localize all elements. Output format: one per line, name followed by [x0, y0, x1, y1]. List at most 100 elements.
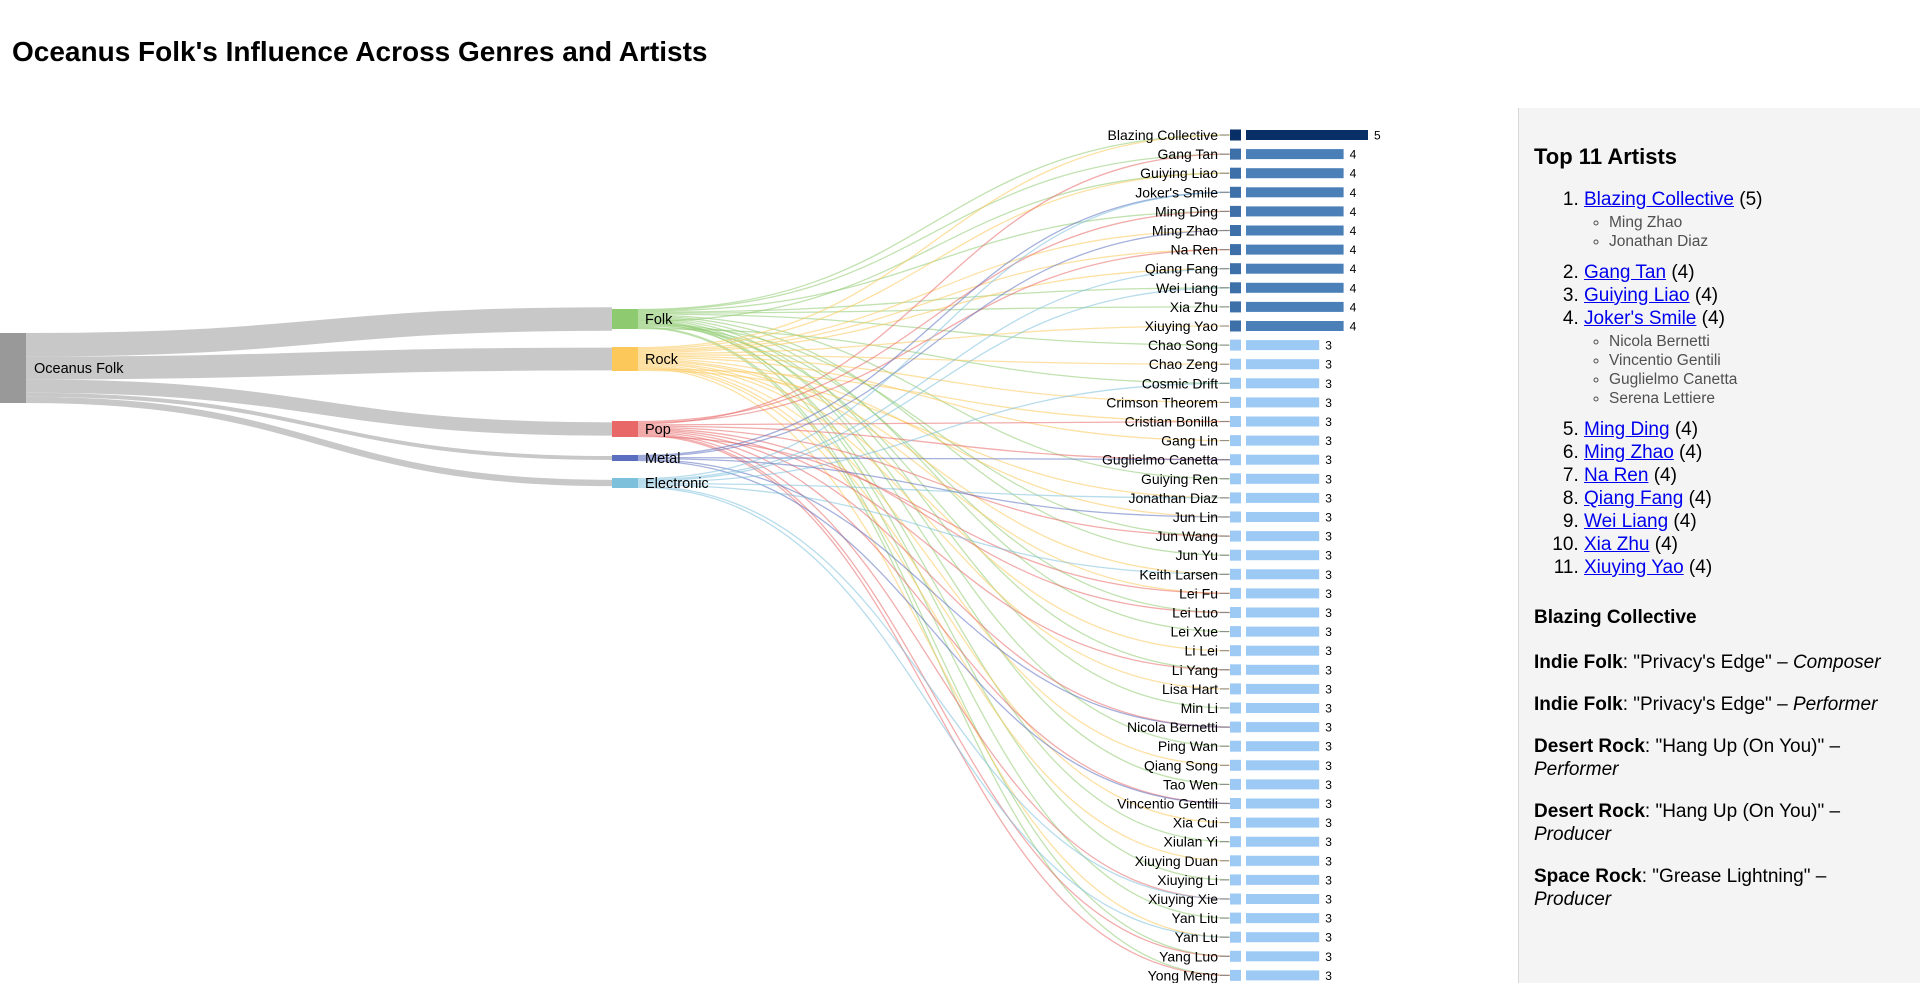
artist-bar-yang-luo	[1246, 951, 1320, 962]
top-artist-count: (5)	[1733, 189, 1763, 210]
artist-value-jun-wang: 3	[1325, 530, 1332, 544]
top-artist-item: Xiuying Yao (4)	[1584, 556, 1904, 579]
artist-bar-blazing-collective	[1246, 130, 1368, 140]
top-artist-count: (4)	[1683, 487, 1712, 509]
top-artist-link-guiying-liao[interactable]: Guiying Liao	[1584, 284, 1690, 306]
genre-label-rock: Rock	[645, 352, 679, 368]
artist-bar-jun-yu	[1246, 550, 1320, 561]
top-artist-count: (4)	[1648, 464, 1677, 486]
artist-bar-lei-xue	[1246, 626, 1320, 637]
artist-node-xiuying-li	[1230, 874, 1241, 886]
artist-label-blazing-collective: Blazing Collective	[1108, 127, 1219, 143]
top-artist-link-blazing-collective[interactable]: Blazing Collective	[1584, 189, 1734, 210]
genre-node-electronic	[612, 478, 638, 488]
artist-value-nicola-bernetti: 3	[1325, 721, 1332, 735]
artist-label-joker-s-smile: Joker's Smile	[1135, 184, 1218, 200]
artist-node-yong-meng	[1230, 969, 1241, 981]
top-artist-link-joker-s-smile[interactable]: Joker's Smile	[1584, 307, 1697, 329]
top-artist-count: (4)	[1649, 533, 1678, 555]
credit-entry: Desert Rock: "Hang Up (On You)" – Produc…	[1534, 800, 1904, 846]
artist-label-cosmic-drift: Cosmic Drift	[1142, 375, 1218, 391]
artist-node-chao-song	[1230, 339, 1241, 351]
artist-node-guiying-ren	[1230, 473, 1241, 485]
artist-bar-na-ren	[1246, 244, 1344, 255]
link-metal-guglielmo-canetta	[637, 456, 1231, 461]
artist-label-li-lei: Li Lei	[1185, 643, 1218, 659]
link-metal-jun-lin	[637, 457, 1231, 518]
artist-value-guiying-liao: 4	[1350, 167, 1357, 181]
artist-node-xiulan-yi	[1230, 836, 1241, 848]
link-metal-joker-s-smile	[637, 191, 1231, 457]
top-artist-item: Joker's Smile (4) Nicola BernettiVincenti…	[1584, 307, 1904, 409]
artist-bar-gang-lin	[1246, 435, 1320, 446]
artist-value-yang-luo: 3	[1325, 950, 1332, 964]
artist-value-keith-larsen: 3	[1325, 568, 1332, 582]
artist-bar-qiang-fang	[1246, 263, 1344, 274]
artist-value-yan-lu: 3	[1325, 931, 1332, 945]
top-artist-link-xia-zhu[interactable]: Xia Zhu	[1584, 533, 1650, 555]
credit-genre: Space Rock	[1534, 865, 1642, 887]
artist-label-yang-luo: Yang Luo	[1159, 948, 1218, 964]
member-list: Nicola BernettiVincentio GentiliGuglielm…	[1584, 332, 1904, 409]
artist-value-joker-s-smile: 4	[1350, 186, 1357, 200]
top-artist-count: (4)	[1696, 307, 1725, 329]
top-artist-item: Ming Ding (4)	[1584, 418, 1904, 441]
top-artist-link-na-ren[interactable]: Na Ren	[1584, 464, 1649, 486]
artist-label-yan-liu: Yan Liu	[1172, 910, 1218, 926]
top-artist-list: Blazing Collective (5)Ming ZhaoJonathan …	[1534, 188, 1904, 579]
top-artist-link-wei-liang[interactable]: Wei Liang	[1584, 510, 1669, 532]
link-source-pop	[25, 379, 613, 436]
top-artist-link-xiuying-yao[interactable]: Xiuying Yao	[1584, 556, 1684, 578]
artist-value-blazing-collective: 5	[1374, 129, 1381, 143]
artist-value-vincentio-gentili: 3	[1325, 797, 1332, 811]
top-artist-count: (4)	[1669, 418, 1699, 440]
link-rock-qiang-song	[637, 363, 1231, 766]
genre-node-folk	[612, 309, 638, 329]
artist-value-xiuying-duan: 3	[1325, 854, 1332, 868]
link-folk-chao-song	[637, 313, 1231, 346]
artist-label-guiying-ren: Guiying Ren	[1141, 471, 1218, 487]
artist-node-ming-ding	[1230, 205, 1241, 217]
artist-value-xiuying-xie: 3	[1325, 893, 1332, 907]
artist-bar-cosmic-drift	[1246, 378, 1320, 389]
top-artist-link-qiang-fang[interactable]: Qiang Fang	[1584, 487, 1684, 509]
link-folk-guiying-ren	[637, 314, 1231, 480]
artist-label-qiang-song: Qiang Song	[1144, 757, 1218, 773]
artist-bar-jun-wang	[1246, 531, 1320, 542]
artist-value-ping-wan: 3	[1325, 740, 1332, 754]
artist-node-na-ren	[1230, 244, 1241, 256]
top-artist-link-ming-zhao[interactable]: Ming Zhao	[1584, 441, 1674, 463]
artist-label-lisa-hart: Lisa Hart	[1162, 681, 1218, 697]
credit-genre: Desert Rock	[1534, 800, 1645, 822]
credit-song: : "Hang Up (On You)" –	[1644, 800, 1841, 822]
top-artist-count: (4)	[1683, 556, 1713, 578]
artist-node-gang-lin	[1230, 435, 1241, 447]
artist-node-xiuying-yao	[1230, 320, 1241, 332]
top-artist-item: Xia Zhu (4)	[1584, 533, 1904, 556]
link-source-rock	[25, 347, 613, 380]
artist-node-li-yang	[1230, 664, 1241, 676]
artist-label-xia-zhu: Xia Zhu	[1170, 299, 1218, 315]
artist-label-na-ren: Na Ren	[1171, 242, 1218, 258]
top-artist-link-ming-ding[interactable]: Ming Ding	[1584, 418, 1670, 440]
credit-entry: Indie Folk: "Privacy's Edge" – Performer	[1534, 693, 1904, 716]
artist-bar-ming-zhao	[1246, 225, 1344, 236]
artist-node-tao-wen	[1230, 778, 1241, 790]
top-artist-link-gang-tan[interactable]: Gang Tan	[1584, 261, 1667, 283]
top-artist-count: (4)	[1666, 261, 1695, 283]
credit-entry: Space Rock: "Grease Lightning" – Produce…	[1534, 865, 1904, 911]
link-pop-vincentio-gentili	[637, 431, 1231, 805]
artist-bar-wei-liang	[1246, 282, 1344, 293]
artist-node-lei-luo	[1230, 607, 1241, 618]
link-electronic-joker-s-smile	[637, 191, 1231, 480]
artist-bar-lei-fu	[1246, 588, 1320, 599]
link-electronic-cosmic-drift	[637, 382, 1231, 484]
artist-bar-li-yang	[1246, 664, 1320, 675]
credit-song: : "Privacy's Edge" –	[1622, 651, 1793, 673]
artist-node-xia-cui	[1230, 817, 1241, 829]
credit-genre: Indie Folk	[1534, 651, 1623, 673]
artist-bar-keith-larsen	[1246, 569, 1320, 580]
link-rock-yan-lu	[637, 367, 1231, 938]
artist-node-nicola-bernetti	[1230, 721, 1241, 733]
artist-node-blazing-collective	[1230, 129, 1241, 141]
